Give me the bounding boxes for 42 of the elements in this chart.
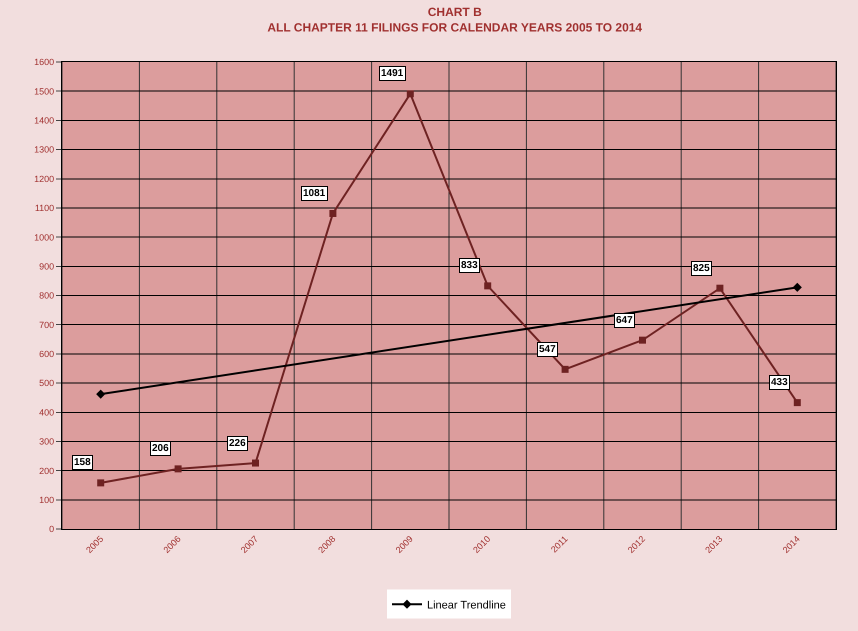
- data-label: 647: [616, 315, 634, 326]
- y-tick-label: 200: [39, 466, 54, 476]
- y-tick-label: 300: [39, 436, 54, 447]
- y-tick-label: 1300: [34, 144, 54, 155]
- point: [97, 479, 104, 486]
- y-tick-label: 100: [39, 494, 54, 505]
- point: [792, 282, 802, 292]
- point: [484, 282, 492, 290]
- y-tick-label: 500: [39, 378, 54, 388]
- y-tick-label: 1600: [34, 57, 54, 68]
- data-label: 547: [539, 344, 556, 355]
- y-tick-label: 1500: [34, 86, 54, 96]
- point: [562, 366, 569, 373]
- data-label: 226: [229, 438, 246, 449]
- data-label: 158: [74, 457, 92, 468]
- y-tick-label: 600: [39, 349, 54, 360]
- y-tick-label: 800: [39, 290, 54, 301]
- y-tick-label: 1100: [34, 203, 54, 214]
- data-label: 1491: [381, 68, 404, 79]
- point: [174, 465, 182, 472]
- y-tick-label: 0: [49, 524, 54, 534]
- chart-subtitle: ALL CHAPTER 11 FILINGS FOR CALENDAR YEARS 2005 TO 2014: [267, 20, 642, 34]
- point: [794, 399, 801, 406]
- y-tick-label: 900: [39, 261, 54, 272]
- legend-label: Linear Trendline: [427, 600, 506, 612]
- y-tick-label: 1000: [34, 232, 54, 242]
- point: [716, 284, 724, 292]
- data-label: 206: [152, 443, 170, 454]
- y-tick-label: 700: [39, 320, 54, 330]
- point: [96, 390, 106, 399]
- y-tick-label: 1200: [34, 174, 54, 184]
- point: [406, 90, 414, 98]
- point: [329, 210, 336, 217]
- data-label: 433: [771, 377, 788, 388]
- point: [252, 460, 259, 467]
- data-label: 825: [693, 263, 710, 274]
- y-tick-label: 400: [39, 407, 54, 418]
- data-label: 1081: [303, 188, 326, 199]
- chart-title: CHART B: [428, 4, 482, 19]
- data-label: 833: [461, 260, 478, 271]
- y-tick-label: 1400: [34, 116, 54, 126]
- point: [639, 336, 646, 344]
